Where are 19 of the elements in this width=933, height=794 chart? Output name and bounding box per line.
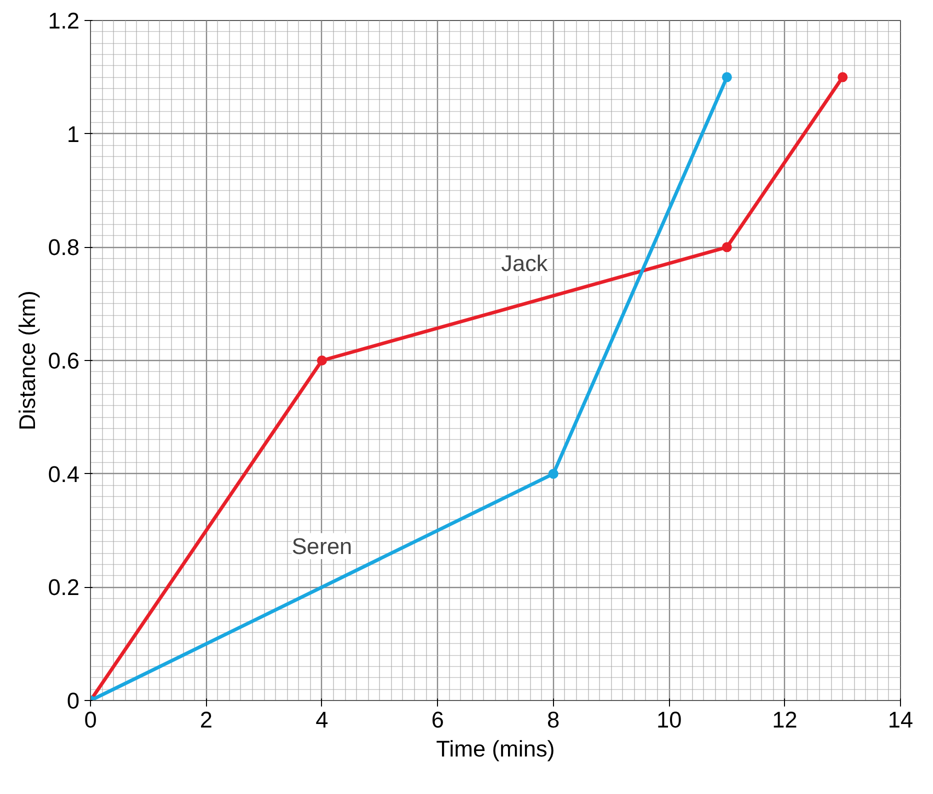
series-label: Jack [501, 250, 548, 276]
y-tick-label: 0.6 [48, 348, 80, 374]
x-tick-label: 2 [200, 706, 213, 732]
y-tick-label: 0.8 [48, 234, 80, 260]
y-tick-label: 0.4 [48, 460, 80, 487]
x-tick-label: 6 [431, 706, 444, 732]
y-tick-label: 1.2 [48, 8, 80, 34]
x-tick-label: 14 [888, 706, 914, 732]
y-axis-title: Distance (km) [14, 290, 40, 430]
x-tick-label: 12 [772, 706, 798, 732]
y-tick-label: 0 [66, 688, 80, 714]
x-tick-label: 4 [316, 706, 328, 732]
series-label: Seren [292, 533, 352, 560]
x-tick-label: 8 [547, 706, 560, 732]
x-axis-title: Time (mins) [436, 736, 555, 762]
x-tick-label: 0 [84, 706, 97, 732]
y-tick-label: 0.2 [48, 574, 80, 600]
x-tick-label: 10 [656, 706, 682, 732]
y-tick-label: 1 [66, 120, 80, 147]
